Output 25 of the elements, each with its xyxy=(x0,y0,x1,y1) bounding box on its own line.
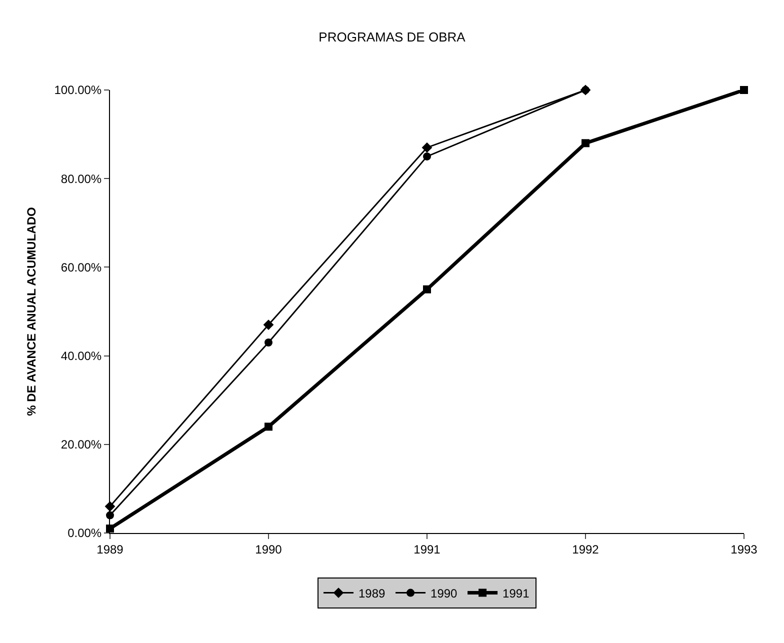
y-tick-label: 40.00% xyxy=(60,349,102,363)
legend-label: 1990 xyxy=(430,586,458,600)
y-tick-label: 0.00% xyxy=(68,526,102,540)
x-tick-label: 1991 xyxy=(414,542,441,556)
point xyxy=(263,320,274,330)
y-tick-label: 80.00% xyxy=(60,172,102,186)
y-tick-label: 100.00% xyxy=(54,83,102,98)
point xyxy=(264,422,272,431)
y-axis-title: % DE AVANCE ANUAL ACUMULADO xyxy=(24,207,39,416)
y-tick-label: 20.00% xyxy=(60,438,102,452)
point xyxy=(264,338,272,347)
point xyxy=(423,285,431,294)
legend-label: 1991 xyxy=(502,586,530,600)
chart-title: PROGRAMAS DE OBRA xyxy=(318,29,466,44)
point xyxy=(582,86,590,94)
x-tick-label: 1989 xyxy=(96,542,124,556)
point xyxy=(740,86,748,94)
point xyxy=(423,152,431,160)
y-tick-label: 60.00% xyxy=(60,260,102,274)
x-tick-label: 1990 xyxy=(255,542,282,556)
legend-label: 1989 xyxy=(358,586,386,600)
x-tick-label: 1992 xyxy=(572,542,600,556)
x-tick-label: 1993 xyxy=(730,542,758,556)
point xyxy=(422,142,432,153)
point xyxy=(582,139,590,148)
